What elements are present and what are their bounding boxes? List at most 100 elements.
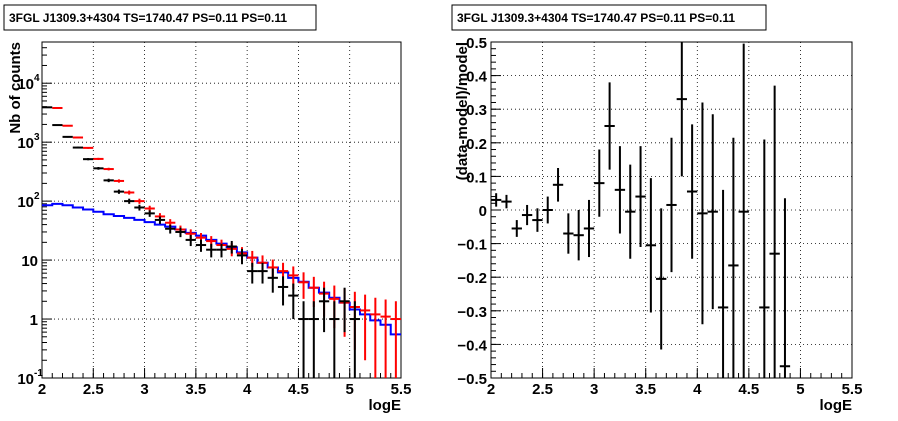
residual-series-0-point	[645, 178, 657, 313]
residual-series-0-point	[728, 137, 739, 378]
residual-series-0-point	[573, 210, 584, 261]
counts-series-2-point	[288, 283, 299, 320]
residual-panel: 2 2.5 3 3.5 4 4.5 5 5.5 −0.5 −0.4 −0.3 −0.2 −0.1 0 0.…	[451, 4, 863, 414]
residual-series-0-point	[738, 43, 749, 378]
counts-series-2-point	[257, 262, 268, 284]
counts-series-2-point	[195, 239, 207, 252]
counts-y-tick-exponent: 3	[34, 132, 40, 143]
residual-series-0-point	[676, 42, 687, 177]
counts-y-axis-title: Nb of counts	[7, 42, 24, 134]
counts-series-2-point	[113, 189, 125, 194]
counts-y-tick-exponent: -1	[34, 368, 43, 379]
residual-y-tick-label: 0.5	[466, 35, 487, 52]
counts-series-1-point	[72, 136, 84, 139]
residual-y-tick-label: 0.1	[466, 169, 487, 186]
residual-series-0-point	[511, 220, 522, 237]
counts-series	[42, 106, 401, 378]
residual-series-0-point	[759, 139, 770, 378]
counts-series-2-point	[308, 301, 319, 378]
counts-series-2-point	[154, 216, 166, 224]
counts-series-1-point	[62, 124, 73, 127]
residual-series-0-point	[563, 213, 574, 254]
counts-x-tick-label: 5.5	[391, 381, 412, 398]
residual-x-tick-label: 3.5	[635, 381, 656, 398]
counts-title: 3FGL J1309.3+4304 TS=1740.47 PS=0.11 PS=…	[9, 11, 287, 25]
counts-series-2-point	[247, 262, 258, 284]
counts-model-step-line	[42, 202, 401, 336]
counts-series-2-point	[226, 240, 237, 254]
residual-x-axis-title: logE	[820, 397, 853, 414]
counts-series-2-point	[329, 301, 340, 378]
counts-series-1-point	[93, 157, 104, 161]
residual-title-box	[451, 4, 767, 31]
residual-series-0-point	[542, 196, 553, 224]
counts-series-2-point	[318, 287, 330, 333]
residual-series-0-point	[625, 164, 636, 259]
residual-series-0-point	[686, 124, 698, 259]
residual-series-0-point	[604, 82, 615, 170]
residual-series-0-point	[594, 149, 605, 217]
counts-x-tick-labels: 2 2.5 3 3.5 4 4.5 5 5.5	[38, 381, 412, 398]
counts-series-1-point	[390, 301, 401, 378]
counts-series-2-point	[267, 268, 278, 293]
residual-y-tick-label: −0.5	[457, 371, 487, 388]
counts-series-1-point	[52, 106, 63, 109]
counts-series-2-point	[144, 210, 155, 217]
counts-series-1-point	[134, 198, 145, 204]
counts-title-box	[3, 4, 317, 31]
counts-series-2-point	[277, 276, 289, 306]
residual-x-tick-label: 2.5	[532, 381, 553, 398]
counts-y-tick-label: 10	[17, 371, 34, 388]
counts-series-1-point	[298, 272, 309, 299]
counts-series-1-point	[370, 297, 381, 378]
residual-x-tick-label: 5	[796, 381, 804, 398]
residual-x-tick-labels: 2 2.5 3 3.5 4 4.5 5 5.5	[487, 381, 863, 398]
counts-grid	[42, 42, 401, 378]
counts-series-1-point	[380, 299, 391, 378]
residual-x-tick-label: 5.5	[842, 381, 863, 398]
residual-series-0-point	[532, 208, 543, 232]
residual-series-0-point	[666, 137, 677, 273]
counts-series-2-point	[103, 178, 114, 183]
counts-series-2-point	[124, 198, 135, 204]
residual-y-tick-label: −0.2	[457, 270, 487, 287]
residual-x-tick-label: 2	[487, 381, 495, 398]
residual-y-tick-label: −0.4	[457, 337, 487, 354]
counts-x-tick-label: 3	[140, 381, 148, 398]
counts-ticks	[41, 41, 402, 379]
residual-y-tick-label: 0.4	[466, 69, 488, 86]
residual-series-0-point	[583, 199, 595, 258]
counts-series-2-point	[93, 167, 104, 170]
counts-series-2-point	[206, 243, 217, 258]
counts-y-tick-label: 10	[21, 253, 38, 270]
counts-y-tick-exponent: 2	[34, 191, 40, 202]
counts-y-tick-exponent: 4	[34, 73, 40, 84]
residual-x-tick-label: 4	[693, 381, 702, 398]
counts-x-tick-label: 5	[346, 381, 354, 398]
residual-x-tick-label: 3	[590, 381, 598, 398]
counts-series-1-point	[124, 190, 135, 195]
counts-series-1-point	[103, 167, 114, 171]
counts-series-2-point	[216, 243, 227, 258]
counts-series-2-point	[72, 146, 84, 149]
counts-series-2-point	[52, 124, 63, 127]
residual-ticks	[490, 41, 853, 379]
counts-x-tick-label: 2.5	[83, 381, 104, 398]
residual-series-0-point	[707, 114, 718, 310]
counts-y-tick-label: 10	[17, 194, 34, 211]
residual-y-tick-label: −0.3	[457, 304, 487, 321]
counts-y-tick-label: 10	[17, 76, 34, 93]
counts-series-2-point	[339, 287, 350, 333]
counts-series-2-point	[62, 135, 73, 138]
residual-series-0-point	[635, 146, 646, 247]
counts-y-tick-label: 10	[17, 135, 34, 152]
counts-series-2-point	[134, 204, 145, 211]
counts-series-2-point	[42, 106, 53, 109]
residual-series-0-point	[697, 102, 708, 325]
residual-x-tick-label: 4.5	[738, 381, 759, 398]
counts-series-2-point	[236, 248, 248, 265]
residual-series-0-point	[717, 189, 729, 378]
